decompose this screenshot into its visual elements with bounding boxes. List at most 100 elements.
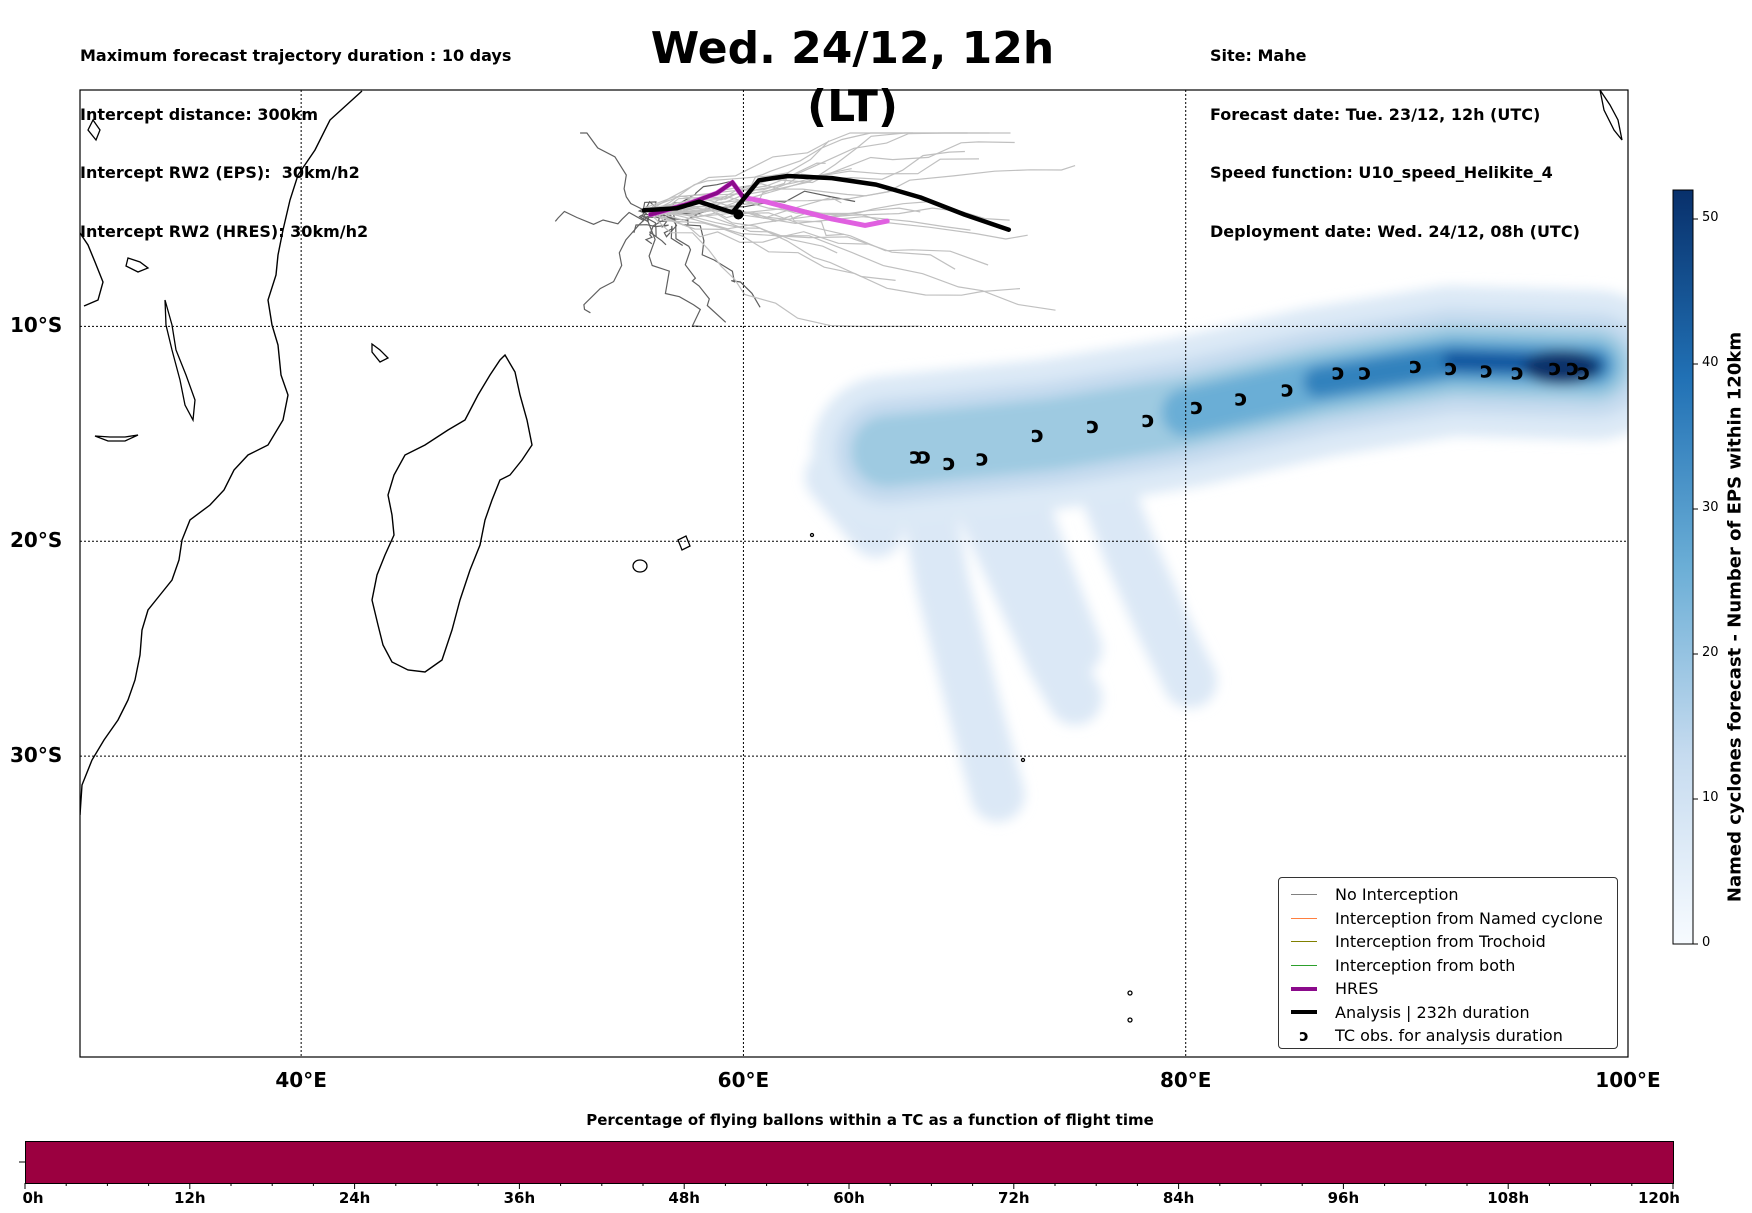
map-gridlines [80, 90, 1628, 1057]
tc-obs-marker: ↄ [918, 444, 931, 469]
longitude-label: 40°E [275, 1068, 327, 1092]
legend-label: Analysis | 232h duration [1335, 1002, 1530, 1022]
coastline-africa [80, 90, 363, 816]
legend-label: HRES [1335, 979, 1379, 998]
latitude-label: 20°S [10, 528, 63, 553]
legend-swatch [1283, 954, 1325, 977]
tc-obs-marker: ↄ [1548, 356, 1561, 381]
coastline-islands [87, 90, 1623, 1023]
flight-time-label: 120h [1638, 1189, 1680, 1207]
latitude-label: 30°S [10, 743, 63, 768]
tc-obs-marker: ↄ [1445, 356, 1458, 381]
bottom-bar-title: Percentage of flying ballons within a TC… [586, 1111, 1154, 1129]
colorbar [1672, 189, 1694, 945]
ensemble-trajectory [554, 206, 654, 225]
tc-obs-marker: ↄ [1511, 361, 1524, 386]
ensemble-trajectory [580, 132, 651, 213]
colorbar-ticks [1693, 218, 1698, 945]
legend-item: Analysis | 232h duration [1279, 1001, 1530, 1024]
flight-time-label: 84h [1162, 1189, 1195, 1207]
legend-label: Interception from both [1335, 955, 1516, 975]
flight-time-bar [25, 1141, 1674, 1184]
flight-time-label: 12h [174, 1189, 206, 1207]
flight-time-label: 0h [22, 1189, 44, 1207]
ensemble-trajectory [666, 200, 959, 221]
header-left-line: Intercept RW2 (EPS): 30km/h2 [80, 163, 360, 182]
header-left-info: Maximum forecast trajectory duration : 1… [80, 7, 511, 261]
ensemble-trajectory [651, 158, 980, 216]
tc-obs-marker: ↄ [1577, 361, 1590, 386]
tc-obs-marker: ↄ [976, 446, 989, 471]
longitude-label: 60°E [717, 1068, 770, 1092]
density-max [1523, 350, 1600, 385]
tc-obs-marker: ↄ [1480, 358, 1493, 383]
map-frame [79, 89, 1629, 1058]
ensemble-trajectory [652, 132, 990, 210]
tc-observations: ↄↄ ↄ ↄↄ ↄ ↄↄ ↄ ↄↄ ↄ ↄ ↄ ↄ ↄ ↄ ↄↄ [909, 354, 1590, 476]
ensemble-trajectory [583, 215, 649, 314]
legend-label: Interception from Named cyclone [1335, 908, 1603, 928]
legend-item: Interception from Trochoid [1279, 930, 1546, 953]
header-right-line: Speed function: U10_speed_Helikite_4 [1210, 163, 1553, 182]
coastline-madagascar [371, 353, 533, 673]
tc-obs-marker: ↄ [1234, 386, 1247, 411]
legend-item: Interception from Named cyclone [1279, 907, 1603, 930]
legend-label: No Interception [1335, 885, 1459, 904]
legend-swatch [1283, 930, 1325, 953]
analysis-end-marker [733, 209, 744, 220]
tc-obs-marker: ↄ [1142, 408, 1155, 433]
legend-label: TC obs. for analysis duration [1335, 1026, 1563, 1045]
tc-obs-marker: ↄ [1281, 378, 1294, 403]
header-right-info: Site: Mahe Forecast date: Tue. 23/12, 12… [1210, 7, 1580, 261]
header-right-line: Forecast date: Tue. 23/12, 12h (UTC) [1210, 104, 1541, 124]
flight-time-label: 72h [998, 1189, 1030, 1207]
ensemble-trajectory [671, 209, 727, 323]
ensemble-trajectory [652, 216, 920, 327]
ensemble-trajectory [669, 205, 838, 254]
ensemble-trajectory [647, 210, 896, 281]
cyclone-density-field [804, 285, 1628, 822]
ensemble-trajectories [554, 132, 1076, 327]
legend-swatch [1283, 883, 1325, 906]
header-left-line: Maximum forecast trajectory duration : 1… [80, 46, 512, 65]
legend-swatch [1283, 1001, 1325, 1024]
colorbar-tick-label: 0 [1702, 935, 1711, 950]
tc-obs-marker: ↄ [1031, 423, 1044, 448]
legend-label: Interception from Trochoid [1335, 932, 1546, 951]
legend-item: No Interception [1279, 883, 1459, 906]
ensemble-trajectory [646, 218, 702, 327]
ensemble-trajectory [659, 205, 1056, 311]
tc-marker-icon: ↄ [1299, 1026, 1309, 1045]
flight-time-label: 60h [833, 1189, 865, 1207]
ensemble-trajectory [638, 212, 667, 246]
map-legend: No Interception Interception from Named c… [1278, 877, 1618, 1049]
analysis-track [641, 173, 1012, 232]
tc-obs-marker: ↄ [943, 451, 956, 476]
tc-obs-marker: ↄ [1566, 356, 1579, 381]
tc-obs-marker: ↄ [1190, 395, 1203, 420]
colorbar-tick-label: 40 [1702, 355, 1719, 370]
latitude-label: 10°S [10, 313, 63, 338]
flight-time-label: 36h [503, 1189, 536, 1207]
flight-time-label: 108h [1487, 1189, 1530, 1207]
header-right-line: Site: Mahe [1210, 46, 1307, 65]
colorbar-tick-label: 30 [1702, 500, 1719, 515]
colorbar-label: Named cyclones forecast - Number of EPS … [1724, 331, 1746, 903]
legend-item: Interception from both [1279, 954, 1515, 977]
ensemble-trajectory [653, 165, 1076, 213]
legend-item: HRES [1279, 977, 1378, 1000]
longitude-label: 80°E [1159, 1068, 1212, 1092]
tc-obs-marker: ↄ [1086, 414, 1099, 439]
tc-obs-marker: ↄ [909, 444, 922, 469]
density-plume [1070, 439, 1218, 708]
tc-obs-marker: ↄ [1332, 361, 1345, 386]
header-left-line: Intercept distance: 300km [80, 104, 319, 124]
flight-time-label: 48h [668, 1189, 700, 1207]
ensemble-trajectory [656, 208, 989, 266]
flight-time-label: 96h [1327, 1189, 1360, 1207]
legend-swatch [1283, 977, 1325, 1000]
ensemble-trajectory [657, 215, 1021, 296]
colorbar-tick-label: 10 [1702, 790, 1719, 805]
legend-swatch [1283, 907, 1325, 930]
